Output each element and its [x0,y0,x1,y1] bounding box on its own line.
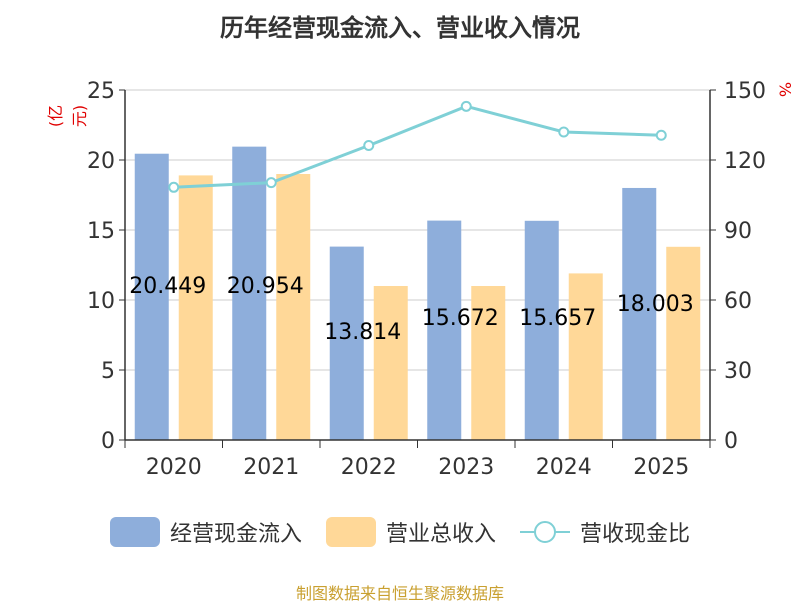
labels-layer: 20.449 20.954 13.814 15.672 15.657 18.003 [129,274,693,345]
data-label-cash-inflow: 18.003 [617,292,694,317]
bar-revenue [471,286,506,440]
right-tick-label: 150 [724,79,766,104]
bar-revenue [178,175,213,440]
bar-cash-inflow [329,246,364,440]
point-cash-ratio [460,100,472,112]
left-tick-label: 0 [101,429,115,454]
x-tick-label: 2020 [146,455,202,480]
legend-item-line[interactable]: 营收现金比 [520,516,690,548]
right-tick-label: 90 [724,219,752,244]
left-tick-label: 20 [87,149,115,174]
data-label-cash-inflow: 15.657 [519,306,596,331]
point-cash-ratio [265,177,277,189]
point-cash-ratio [363,140,375,152]
legend-label-line: 营收现金比 [580,522,691,547]
data-label-cash-inflow: 15.672 [422,306,499,331]
right-tick-label: 0 [724,429,738,454]
legend-label-bar2: 营业总收入 [385,522,496,547]
data-label-cash-inflow: 20.954 [227,274,304,299]
bars-layer [134,146,701,441]
data-label-cash-inflow: 20.449 [129,274,206,299]
bar-cash-inflow [134,153,169,441]
x-tick-label: 2025 [633,455,689,480]
grid-layer [125,89,710,371]
bar-revenue [373,286,408,440]
legend-item-bar2[interactable]: 营业总收入 [325,516,496,548]
point-cash-ratio [558,126,570,138]
left-tick-label: 25 [87,79,115,104]
right-tick-label: 30 [724,359,752,384]
data-label-cash-inflow: 13.814 [324,320,401,345]
line-cash-ratio [173,104,662,189]
legend-item-bar1[interactable]: 经营现金流入 [109,516,302,548]
legend-swatch-bar1 [109,517,160,547]
bar-cash-inflow [427,220,462,440]
legend-swatch-line [520,517,570,547]
data-source-footer: 制图数据来自恒生聚源数据库 [295,584,504,603]
x-tick-label: 2022 [341,455,397,480]
legend: 经营现金流入 营业总收入 营收现金比 [0,516,800,548]
bar-cash-inflow [622,187,657,440]
legend-swatch-bar2 [325,517,376,547]
bar-cash-inflow [232,146,267,441]
left-tick-label: 15 [87,219,115,244]
bar-revenue [666,246,701,440]
x-tick-label: 2024 [536,455,592,480]
line-layer [168,100,667,193]
left-tick-label: 10 [87,289,115,314]
legend-label-bar1: 经营现金流入 [169,522,302,547]
chart-title: 历年经营现金流入、营业收入情况 [220,14,580,42]
right-tick-label: 60 [724,289,752,314]
right-tick-label: 120 [724,149,766,174]
x-tick-label: 2023 [438,455,494,480]
bar-cash-inflow [524,220,559,440]
point-cash-ratio [168,181,180,193]
bar-revenue [568,273,603,440]
left-tick-label: 5 [101,359,115,384]
x-tick-label: 2021 [243,455,299,480]
bar-revenue [276,174,311,440]
point-cash-ratio [655,129,667,141]
